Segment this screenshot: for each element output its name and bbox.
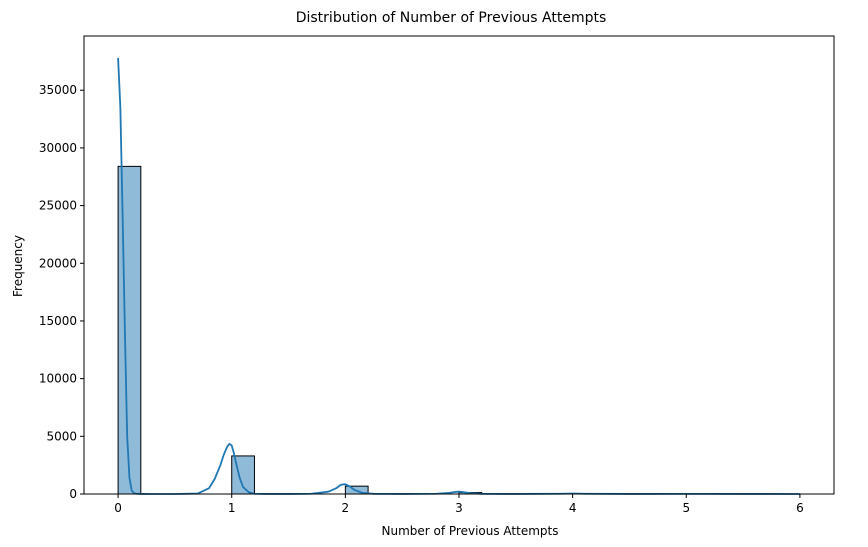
x-axis-label: Number of Previous Attempts [382,524,559,538]
y-tick-label: 5000 [46,429,77,443]
x-tick-label: 3 [455,501,463,515]
histogram-bar-0 [117,165,142,495]
y-tick-label: 10000 [39,372,77,386]
y-axis-label: Frequency [11,235,25,297]
bars-layer [117,165,801,495]
kde-line [117,57,800,495]
y-tick-label: 30000 [39,141,77,155]
x-tick-label: 0 [114,501,122,515]
x-tick-label: 5 [682,501,690,515]
x-tick-label: 4 [569,501,577,515]
axes-layer: 0 1 2 3 4 5 6 0 5000 10000 15000 20000 25000 30000 350… [39,35,835,515]
y-tick-label: 15000 [39,314,77,328]
y-tick-label: 0 [69,487,77,501]
y-tick-label: 35000 [39,83,77,97]
plot-frame [83,35,835,495]
x-tick-label: 6 [796,501,804,515]
labels-layer: Distribution of Number of Previous Attem… [11,10,606,538]
x-tick-label: 2 [342,501,350,515]
kde-layer [117,57,800,495]
y-tick-label: 20000 [39,256,77,270]
y-tick-label: 25000 [39,199,77,213]
x-tick-label: 1 [228,501,236,515]
chart-title: Distribution of Number of Previous Attem… [296,10,607,26]
